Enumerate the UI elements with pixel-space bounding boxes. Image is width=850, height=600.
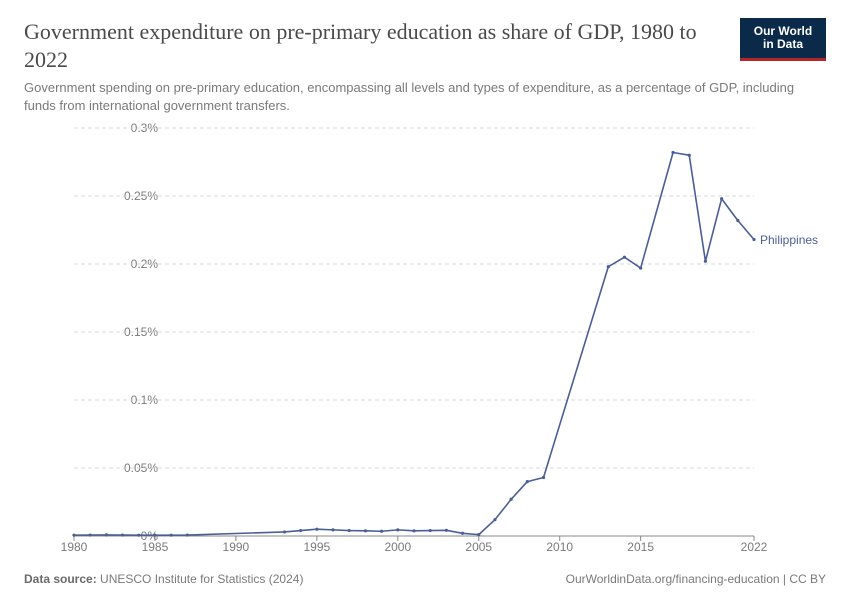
data-point xyxy=(607,265,610,268)
data-point xyxy=(461,532,464,535)
data-point xyxy=(704,260,707,263)
data-point xyxy=(429,529,432,532)
source-label: Data source: xyxy=(24,572,97,586)
data-point xyxy=(380,530,383,533)
header: Our World in Data Government expenditure… xyxy=(24,18,826,114)
data-point xyxy=(445,529,448,532)
source-text: UNESCO Institute for Statistics (2024) xyxy=(100,572,303,586)
data-point xyxy=(542,476,545,479)
data-point xyxy=(121,534,124,537)
data-point xyxy=(752,238,755,241)
chart-container: Our World in Data Government expenditure… xyxy=(0,0,850,600)
data-point xyxy=(671,151,674,154)
data-point xyxy=(170,534,173,537)
data-point xyxy=(364,529,367,532)
data-point xyxy=(688,154,691,157)
data-point xyxy=(299,529,302,532)
data-point xyxy=(137,534,140,537)
chart-title: Government expenditure on pre-primary ed… xyxy=(24,18,726,73)
data-point xyxy=(283,530,286,533)
data-point xyxy=(396,528,399,531)
chart-subtitle: Government spending on pre-primary educa… xyxy=(24,79,806,114)
chart-svg xyxy=(24,122,826,562)
chart-plot-area: 0%0.05%0.1%0.15%0.2%0.25%0.3%19801985199… xyxy=(24,122,826,562)
data-point xyxy=(477,533,480,536)
owid-logo: Our World in Data xyxy=(740,18,826,61)
data-point xyxy=(623,256,626,259)
data-point xyxy=(89,534,92,537)
data-point xyxy=(186,534,189,537)
data-source: Data source: UNESCO Institute for Statis… xyxy=(24,572,303,586)
data-point xyxy=(315,528,318,531)
data-point xyxy=(736,219,739,222)
data-point xyxy=(639,267,642,270)
data-point xyxy=(72,534,75,537)
footer: Data source: UNESCO Institute for Statis… xyxy=(24,572,826,586)
data-point xyxy=(493,518,496,521)
logo-line2: in Data xyxy=(763,38,803,51)
data-point xyxy=(348,529,351,532)
data-point xyxy=(412,529,415,532)
attribution: OurWorldinData.org/financing-education |… xyxy=(566,572,826,586)
series-line xyxy=(74,153,754,536)
data-point xyxy=(153,534,156,537)
data-point xyxy=(720,197,723,200)
data-point xyxy=(526,480,529,483)
data-point xyxy=(105,533,108,536)
data-point xyxy=(510,498,513,501)
data-point xyxy=(331,528,334,531)
